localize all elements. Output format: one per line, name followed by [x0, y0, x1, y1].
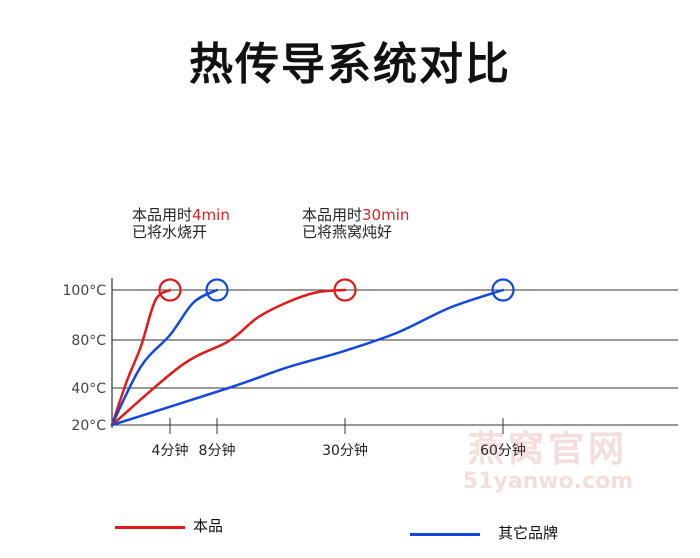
marker-circle — [333, 278, 357, 302]
legend-label: 其它品牌 — [498, 524, 559, 542]
annotation-time: 30min — [362, 206, 410, 224]
x-tick-label: 8分钟 — [199, 442, 236, 459]
marker-circle — [491, 278, 515, 302]
annotation-30min: 本品用时30min 已将燕窝炖好 — [302, 207, 409, 241]
legend-label: 本品 — [193, 517, 224, 535]
marker-circle — [205, 278, 229, 302]
series-line — [110, 288, 505, 427]
x-tick-label: 4分钟 — [152, 442, 189, 459]
y-tick-label: 40°C — [71, 381, 106, 397]
annotation-time: 4min — [192, 206, 230, 224]
marker-circle — [158, 278, 182, 302]
x-tick-label: 60分钟 — [480, 442, 526, 459]
annotation-line2: 已将燕窝炖好 — [302, 223, 393, 241]
annotation-prefix: 本品用时 — [132, 206, 193, 224]
annotation-line2: 已将水烧开 — [132, 223, 208, 241]
page-title: 热传导系统对比 — [189, 39, 511, 90]
x-tick-label: 30分钟 — [322, 442, 368, 459]
series-line — [110, 288, 219, 427]
y-tick-label: 80°C — [71, 333, 106, 349]
series-line — [110, 288, 347, 427]
y-tick-label: 20°C — [71, 418, 106, 434]
y-tick-label: 100°C — [63, 283, 107, 299]
watermark-line2: 51yanwo.com — [462, 469, 634, 494]
annotation-prefix: 本品用时 — [302, 206, 363, 224]
annotation-4min: 本品用时4min 已将水烧开 — [132, 207, 230, 241]
legend-swatch — [410, 533, 480, 536]
legend-swatch — [115, 526, 185, 529]
watermark-line1: 燕窝官网 — [467, 429, 628, 470]
watermark: 燕窝官网 51yanwo.com — [448, 430, 648, 494]
